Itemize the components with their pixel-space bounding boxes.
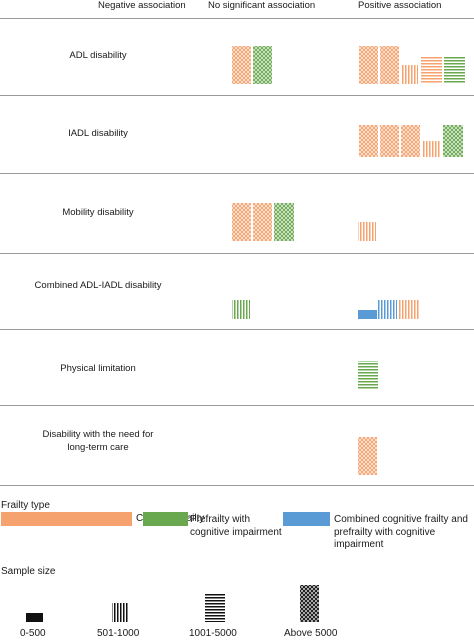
bar-ltc-pos-cognitive (358, 437, 377, 475)
bar-combined-pos-combined-tiny (358, 310, 377, 319)
sample-label-0-500: 0-500 (20, 628, 46, 639)
sample-swatch-crosshatch (300, 585, 319, 622)
legend-swatch-prefrailty (143, 512, 188, 526)
header-negative-association: Negative association (98, 0, 186, 11)
row-divider (0, 329, 474, 330)
bar-combined-pos-combined-small (378, 300, 397, 319)
bar-combined-ns-prefrailty-small (232, 300, 250, 319)
bar-mobility-ns-prefrailty (274, 203, 294, 241)
sample-swatch-horizontal (205, 594, 225, 622)
legend-swatch-cognitive (1, 512, 132, 526)
row-label-mobility: Mobility disability (62, 207, 134, 218)
bar-adl-ns-prefrailty (253, 46, 272, 84)
bar-adl-pos-prefrailty-medium (444, 56, 465, 84)
row-label-combined-adl-iadl: Combined ADL-IADL disability (34, 280, 162, 291)
legend-label-combined: Combined cognitive frailty and prefrailt… (334, 514, 468, 550)
bar-physical-pos-prefrailty-medium (358, 361, 378, 389)
legend-swatch-combined (283, 512, 330, 526)
bar-combined-pos-cognitive-small (399, 300, 419, 319)
sample-swatch-solid (26, 613, 43, 622)
header-no-significant-association: No significant association (208, 0, 316, 11)
legend-frailty-title: Frailty type (1, 500, 50, 511)
bar-iadl-pos-cognitive (380, 125, 399, 157)
bar-mobility-pos-cognitive-small (358, 222, 376, 241)
sample-label-501-1000: 501-1000 (97, 628, 140, 639)
bar-adl-pos-cognitive (359, 46, 378, 84)
row-label-adl: ADL disability (69, 50, 127, 61)
legend-sample-title: Sample size (1, 566, 56, 577)
bar-mobility-ns-cognitive (253, 203, 272, 241)
bar-adl-pos-cognitive (380, 46, 399, 84)
row-label-iadl: IADL disability (68, 128, 128, 139)
sample-label-above-5000: Above 5000 (284, 628, 338, 639)
bar-adl-pos-cognitive-small (401, 65, 418, 84)
sample-size-swatches (26, 585, 319, 622)
bar-adl-pos-cognitive-medium (421, 56, 442, 84)
bar-iadl-pos-prefrailty (443, 125, 463, 157)
bar-iadl-pos-cognitive (401, 125, 420, 157)
row-divider (0, 485, 474, 486)
bar-mobility-ns-cognitive (232, 203, 251, 241)
sample-swatch-vertical (112, 603, 128, 622)
row-divider (0, 173, 474, 174)
header-positive-association: Positive association (358, 0, 442, 11)
row-label-physical-limitation: Physical limitation (60, 363, 136, 374)
association-bars (232, 46, 465, 475)
sample-label-1001-5000: 1001-5000 (189, 628, 237, 639)
bar-adl-ns-cognitive (232, 46, 251, 84)
row-divider (0, 253, 474, 254)
legend-label-prefrailty: Prefrailty with cognitive impairment (190, 514, 282, 538)
row-divider (0, 18, 474, 19)
row-divider (0, 405, 474, 406)
row-label-ltc-disability: Disability with the need for long-term c… (42, 429, 154, 453)
bar-iadl-pos-cognitive-small (423, 141, 440, 157)
row-divider (0, 95, 474, 96)
bar-iadl-pos-cognitive (359, 125, 378, 157)
